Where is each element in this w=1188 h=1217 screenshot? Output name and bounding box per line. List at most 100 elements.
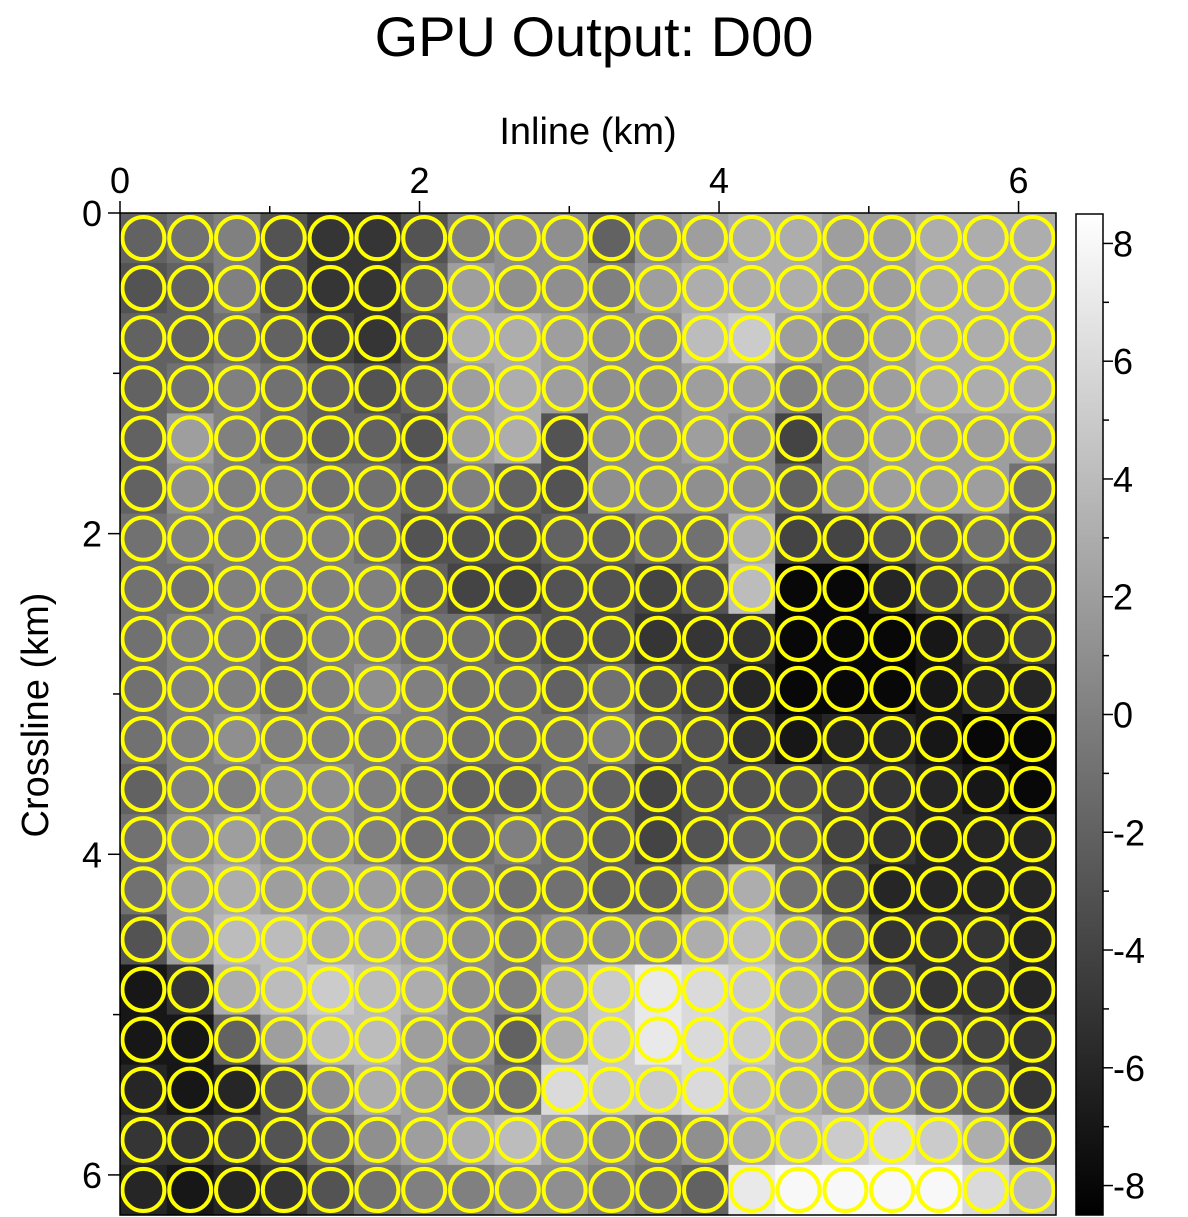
- heatmap-cell: [681, 313, 729, 364]
- overlay-circle: [1009, 866, 1056, 913]
- overlay-circle: [260, 866, 307, 913]
- y-tick-label: 4: [82, 834, 102, 875]
- heatmap-cell: [354, 1014, 402, 1066]
- overlay-circle: [401, 766, 448, 813]
- heatmap-cell: [822, 1064, 870, 1116]
- overlay-circle: [541, 916, 588, 963]
- overlay-circle: [167, 265, 214, 312]
- overlay-circle: [682, 1166, 728, 1214]
- overlay-circle: [214, 565, 260, 612]
- heatmap-cell: [541, 814, 589, 865]
- heatmap-cell: [541, 964, 589, 1016]
- x-axis: 0 2 4 6: [110, 160, 1029, 213]
- overlay-circle: [682, 816, 728, 863]
- heatmap-cells: [120, 213, 1057, 1216]
- overlay-circle: [962, 615, 1009, 662]
- heatmap-cell: [307, 714, 355, 765]
- overlay-circle: [167, 1066, 214, 1113]
- overlay-circle: [167, 565, 214, 612]
- heatmap-cell: [588, 513, 636, 565]
- heatmap-cell: [166, 463, 215, 515]
- heatmap-cell: [400, 1164, 449, 1216]
- overlay-circle: [869, 214, 916, 262]
- heatmap-cell: [1009, 814, 1057, 865]
- overlay-circle: [541, 1166, 588, 1214]
- overlay-circle: [916, 766, 962, 813]
- overlay-circle: [962, 1166, 1009, 1214]
- overlay-circle: [728, 1166, 775, 1214]
- overlay-circle: [775, 365, 822, 412]
- overlay-circle: [869, 465, 916, 512]
- overlay-circle: [916, 565, 962, 612]
- overlay-circle: [401, 515, 448, 562]
- heatmap-cell: [728, 1114, 776, 1166]
- heatmap-cell: [213, 914, 261, 966]
- heatmap-cell: [588, 714, 636, 765]
- overlay-circle: [214, 866, 260, 913]
- overlay-circle: [354, 1066, 401, 1113]
- heatmap-cell: [400, 263, 449, 314]
- overlay-circle: [1009, 415, 1056, 462]
- overlay-circle: [682, 916, 728, 963]
- heatmap-cell: [634, 1014, 683, 1066]
- heatmap-cell: [166, 1114, 215, 1166]
- overlay-circle: [1009, 615, 1056, 662]
- overlay-circle: [354, 816, 401, 863]
- heatmap-cell: [260, 363, 308, 414]
- overlay-circle: [260, 1116, 307, 1163]
- overlay-circle: [260, 916, 307, 963]
- overlay-circle: [682, 365, 728, 412]
- overlay-circle: [962, 415, 1009, 462]
- heatmap-cell: [354, 663, 402, 715]
- colorbar-tick-label: 6: [1113, 341, 1133, 382]
- overlay-circle: [728, 615, 775, 662]
- heatmap-cell: [260, 263, 308, 314]
- heatmap-cell: [307, 363, 355, 414]
- heatmap-cell: [166, 563, 215, 615]
- overlay-circle: [682, 415, 728, 462]
- heatmap-cell: [120, 413, 168, 465]
- heatmap-cell: [447, 263, 495, 314]
- overlay-circle: [962, 816, 1009, 863]
- heatmap-cell: [494, 263, 542, 314]
- heatmap-cell: [915, 213, 963, 264]
- heatmap-cell: [260, 1164, 308, 1216]
- heatmap-cell: [447, 363, 495, 414]
- heatmap-cell: [775, 413, 823, 465]
- heatmap-cell: [400, 1064, 449, 1116]
- overlay-circle: [635, 615, 682, 662]
- overlay-circle: [354, 515, 401, 562]
- heatmap-cell: [307, 263, 355, 314]
- heatmap-cell: [775, 1014, 823, 1066]
- overlay-circle: [635, 265, 682, 312]
- overlay-circle: [494, 766, 541, 813]
- overlay-circle: [307, 465, 354, 512]
- overlay-circle: [494, 1166, 541, 1214]
- heatmap-cell: [588, 1064, 636, 1116]
- heatmap-cell: [213, 864, 261, 915]
- overlay-circle: [869, 665, 916, 713]
- colorbar-axis: 8 6 4 2 0 -2 -4 -6 -8: [1103, 223, 1145, 1207]
- heatmap-cell: [634, 513, 683, 565]
- heatmap-cell: [588, 914, 636, 966]
- heatmap-cell: [354, 613, 402, 665]
- heatmap-cell: [494, 1114, 542, 1166]
- overlay-circle: [214, 515, 260, 562]
- overlay-circle: [869, 966, 916, 1013]
- overlay-circle: [1009, 766, 1056, 813]
- overlay-circle: [869, 565, 916, 612]
- overlay-circle: [167, 1166, 214, 1214]
- heatmap-cell: [120, 1114, 168, 1166]
- overlay-circle: [541, 415, 588, 462]
- heatmap-cell: [166, 964, 215, 1016]
- overlay-circle: [916, 1016, 962, 1063]
- heatmap-cell: [868, 1064, 917, 1116]
- heatmap-cell: [166, 263, 215, 314]
- overlay-circle: [260, 1166, 307, 1214]
- heatmap-cell: [307, 563, 355, 615]
- heatmap-cell: [354, 463, 402, 515]
- overlay-circle: [120, 1166, 167, 1214]
- overlay-circle: [494, 515, 541, 562]
- overlay-circle: [120, 1016, 167, 1063]
- heatmap-cell: [681, 613, 729, 665]
